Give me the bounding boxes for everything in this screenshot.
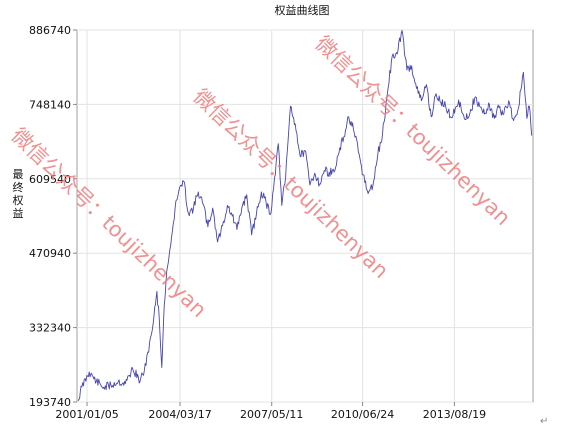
y-axis-label-char: 终 bbox=[13, 180, 24, 194]
y-axis-label-char: 最 bbox=[13, 168, 24, 181]
y-tick-label: 886740 bbox=[29, 24, 71, 37]
y-axis-label-char: 益 bbox=[13, 206, 24, 220]
return-mark: ↵ bbox=[540, 416, 548, 427]
x-tick-label: 2007/05/11 bbox=[240, 408, 303, 421]
y-tick-label: 609540 bbox=[29, 173, 71, 186]
y-tick-label: 193740 bbox=[29, 396, 71, 409]
series-layer bbox=[77, 29, 533, 402]
x-tick-label: 2004/03/17 bbox=[148, 408, 211, 421]
x-tick-label: 2001/01/05 bbox=[55, 408, 118, 421]
chart-title: 权益曲线图 bbox=[275, 3, 330, 17]
y-tick-label: 332340 bbox=[29, 322, 71, 335]
x-tick-label: 2013/08/19 bbox=[423, 408, 486, 421]
y-tick-label: 748140 bbox=[29, 98, 71, 111]
series-line bbox=[77, 29, 533, 402]
x-axis: 2001/01/05 2004/03/17 2007/05/11 2010/06/24… bbox=[55, 402, 486, 421]
y-axis-label-char: 权 bbox=[13, 194, 24, 207]
y-axis: 193740 332340 470940 609540 748140 886740 bbox=[29, 24, 77, 409]
y-tick-label: 470940 bbox=[29, 247, 71, 260]
plot-area bbox=[76, 29, 534, 403]
x-tick-label: 2010/06/24 bbox=[331, 408, 394, 421]
